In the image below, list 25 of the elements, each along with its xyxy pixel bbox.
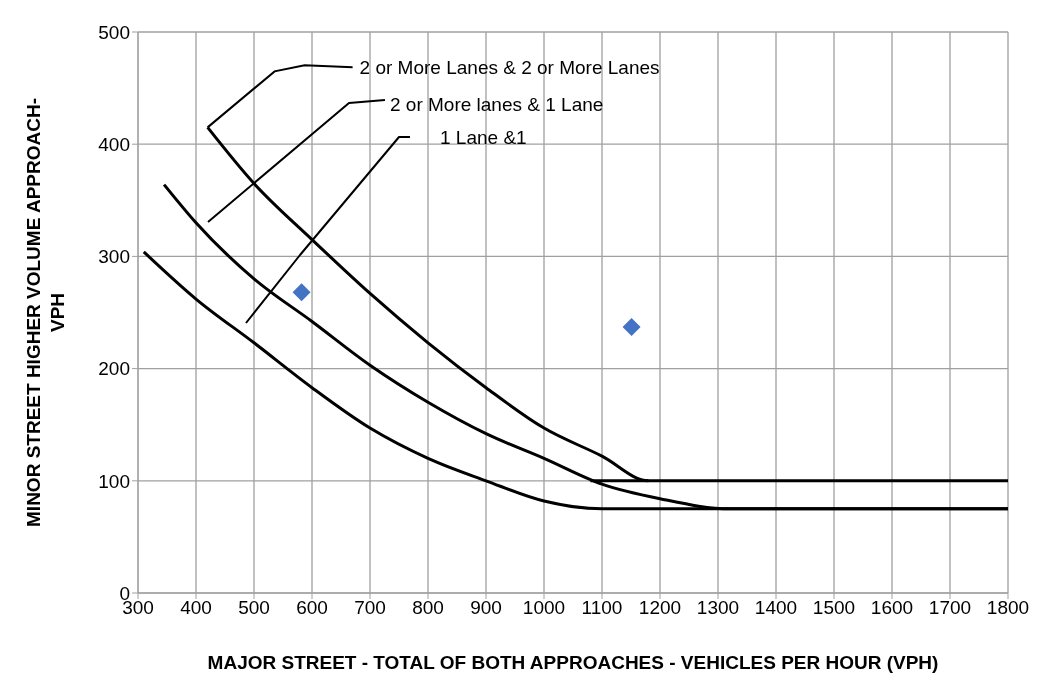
y-tick-label: 500	[98, 21, 130, 43]
x-tick-label: 700	[354, 597, 386, 619]
x-tick-label: 600	[296, 597, 328, 619]
y-axis-title: MINOR STREET HIGHER VOLUME APPROACH- VPH	[23, 98, 68, 527]
y-tick-label: 200	[98, 358, 130, 380]
x-tick-label: 400	[180, 597, 212, 619]
y-tick-label: 400	[98, 133, 130, 155]
x-tick-label: 1400	[754, 597, 798, 619]
x-tick-label: 1800	[986, 597, 1030, 619]
y-tick-label: 300	[98, 246, 130, 268]
x-tick-label: 1700	[928, 597, 972, 619]
x-tick-label: 500	[238, 597, 270, 619]
annotation: 1 Lane &1	[440, 126, 527, 148]
y-tick-label: 100	[98, 470, 130, 492]
x-tick-label: 800	[412, 597, 444, 619]
x-tick-label: 1500	[812, 597, 856, 619]
x-tick-label: 1300	[696, 597, 740, 619]
x-tick-label: 1600	[870, 597, 914, 619]
x-tick-label: 1000	[522, 597, 566, 619]
annotation: 2 or More Lanes & 2 or More Lanes	[359, 56, 660, 78]
x-tick-label: 1200	[638, 597, 682, 619]
annotation: 2 or More lanes & 1 Lane	[390, 93, 604, 115]
x-tick-label: 900	[470, 597, 502, 619]
x-tick-label: 1100	[581, 597, 623, 619]
x-axis-title: MAJOR STREET - TOTAL OF BOTH APPROACHES - VEHICLES PER HOUR (VPH)	[207, 652, 939, 673]
